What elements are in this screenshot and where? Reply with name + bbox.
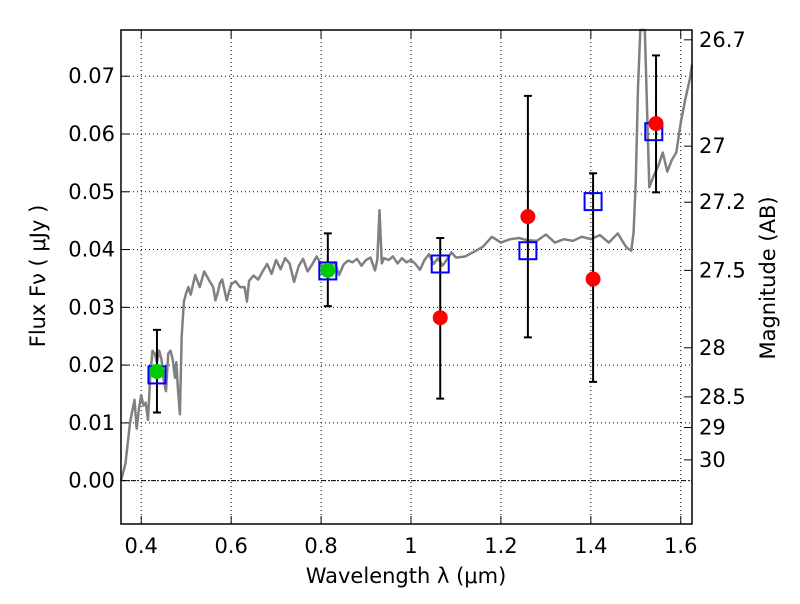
x-tick-label: 1.2 <box>484 534 517 558</box>
observed-flux-point <box>320 262 336 278</box>
y-tick-label: 0.01 <box>68 411 115 435</box>
magnitude-tick-label: 28 <box>699 336 726 360</box>
model-photometry-square <box>318 261 338 281</box>
x-tick-label: 1.4 <box>574 534 607 558</box>
axes <box>120 29 693 525</box>
y-tick-label: 0.02 <box>68 353 115 377</box>
x-tick-label: 0.6 <box>214 534 247 558</box>
model-photometry-square <box>518 241 538 261</box>
magnitude-tick-label: 29 <box>699 416 726 440</box>
magnitude-tick-label: 27 <box>699 134 726 158</box>
y-axis-label: Flux Fν ( μJy ) <box>26 205 50 348</box>
magnitude-tick-label: 28.5 <box>699 385 746 409</box>
right-axis-label: Magnitude (AB) <box>756 196 780 359</box>
y-tick-label: 0.04 <box>68 238 115 262</box>
model-spectrum-line <box>119 28 694 482</box>
x-tick-label: 0.8 <box>304 534 337 558</box>
observed-flux-point <box>585 271 601 287</box>
tick-labels: 0.4 0.6 0.8 1 1.2 1.4 1.6 0.00 0.01 0.02 0.03 0.04 0… <box>68 28 746 558</box>
observed-flux-point <box>432 310 448 326</box>
model-photometry-markers <box>147 122 664 385</box>
model-spectrum <box>119 28 694 482</box>
observed-flux-point <box>149 363 165 379</box>
model-photometry-square <box>583 192 603 212</box>
error-bars <box>152 54 661 414</box>
x-tick-label: 1 <box>404 534 417 558</box>
observed-flux-markers <box>149 116 664 379</box>
magnitude-tick-label: 30 <box>699 448 726 472</box>
magnitude-tick-label: 26.7 <box>699 28 746 52</box>
y-tick-label: 0.06 <box>68 122 115 146</box>
plot-frame <box>120 29 693 525</box>
observed-flux-point <box>648 116 664 132</box>
x-axis-label: Wavelength λ (μm) <box>306 564 507 588</box>
x-tick-label: 0.4 <box>125 534 158 558</box>
y-tick-label: 0.00 <box>68 469 115 493</box>
magnitude-tick-label: 27.2 <box>699 190 746 214</box>
x-tick-label: 1.6 <box>664 534 697 558</box>
y-tick-label: 0.07 <box>68 64 115 88</box>
magnitude-tick-label: 27.5 <box>699 258 746 282</box>
y-tick-label: 0.05 <box>68 180 115 204</box>
y-tick-label: 0.03 <box>68 295 115 319</box>
model-photometry-square <box>430 254 450 274</box>
observed-flux-point <box>520 209 536 225</box>
